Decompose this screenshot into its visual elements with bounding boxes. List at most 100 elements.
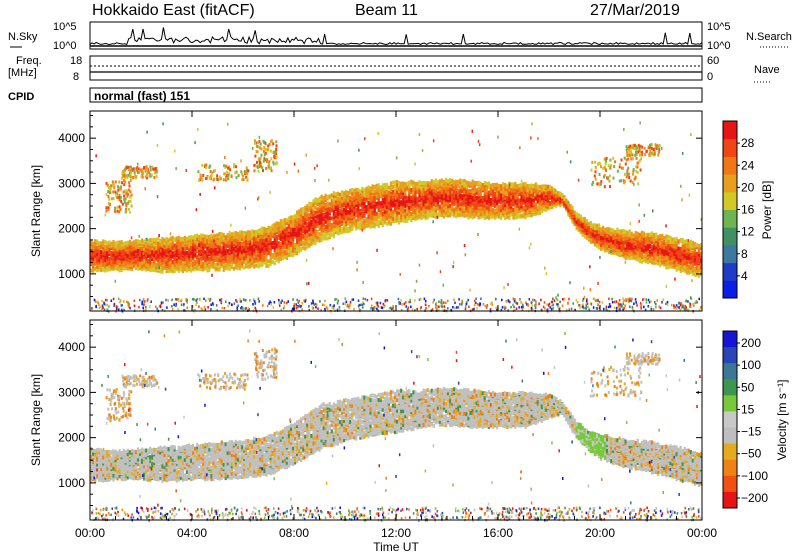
power-echo-cell xyxy=(173,250,176,255)
power-echo-cell xyxy=(361,225,364,230)
power-echo-cell xyxy=(130,265,133,270)
power-echo-cell xyxy=(345,190,348,195)
power-echo-cell xyxy=(467,209,470,214)
power-echo-cell xyxy=(649,244,652,249)
power-echo-cell xyxy=(540,193,543,198)
power-echo-cell xyxy=(347,221,350,226)
power-echo-cell xyxy=(169,268,172,273)
power-echo-cell xyxy=(312,202,315,207)
power-echo-cell xyxy=(400,212,403,217)
power-echo-cell xyxy=(94,239,97,244)
power-echo-cell xyxy=(359,199,362,204)
power-echo-cell xyxy=(326,231,329,236)
power-echo-cell xyxy=(355,203,358,208)
power-echo-cell xyxy=(646,246,650,251)
power-echo-cell xyxy=(310,212,313,217)
power-echo-cell xyxy=(389,192,393,196)
power-echo-cell xyxy=(649,259,652,264)
power-echo-cell xyxy=(196,241,199,246)
power-echo-cell xyxy=(318,238,321,243)
power-echo-cell xyxy=(302,222,305,227)
power-echo-cell xyxy=(565,199,568,204)
power-echo-cell xyxy=(343,207,346,212)
power-echo-cell xyxy=(514,199,517,204)
power-echo-cell xyxy=(167,246,170,251)
power-echo-cell xyxy=(287,233,291,238)
power-echo-cell xyxy=(506,204,509,209)
power-echo-cell xyxy=(165,251,168,256)
power-echo-cell xyxy=(281,237,284,242)
power-echo-cell xyxy=(410,212,413,216)
power-echo-cell xyxy=(351,192,354,197)
power-scatter-cell xyxy=(123,183,126,187)
power-echo-cell xyxy=(98,241,101,246)
power-echo-cell xyxy=(396,195,399,200)
power-echo-cell xyxy=(279,241,282,246)
power-echo-cell xyxy=(428,193,431,198)
power-echo-cell xyxy=(357,224,360,229)
power-echo-cell xyxy=(679,249,682,254)
power-echo-cell xyxy=(453,189,456,194)
power-echo-cell xyxy=(394,189,397,194)
power-echo-cell xyxy=(520,213,523,218)
power-echo-cell xyxy=(646,238,650,243)
power-echo-cell xyxy=(279,234,282,239)
power-echo-cell xyxy=(453,194,456,199)
power-echo-cell xyxy=(318,218,321,223)
power-echo-cell xyxy=(653,244,656,249)
power-echo-cell xyxy=(298,243,301,248)
power-echo-cell xyxy=(363,188,366,193)
power-echo-cell xyxy=(398,210,401,215)
power-echo-cell xyxy=(396,212,399,217)
power-echo-cell xyxy=(108,240,111,245)
power-echo-cell xyxy=(481,182,484,187)
power-echo-cell xyxy=(575,212,578,217)
power-echo-cell xyxy=(400,187,403,192)
power-scatter-cell xyxy=(111,180,114,184)
power-echo-cell xyxy=(553,188,556,192)
power-echo-cell xyxy=(375,217,378,222)
power-echo-cell xyxy=(426,212,429,217)
power-echo-cell xyxy=(332,200,335,205)
power-echo-cell xyxy=(340,195,344,200)
power-echo-cell xyxy=(593,223,597,228)
power-echo-cell xyxy=(365,196,368,201)
power-echo-cell xyxy=(498,184,501,188)
power-echo-cell xyxy=(232,259,235,264)
power-echo-cell xyxy=(538,206,541,211)
power-echo-cell xyxy=(653,256,656,261)
power-echo-cell xyxy=(296,242,299,247)
power-echo-cell xyxy=(251,250,254,255)
power-echo-cell xyxy=(530,200,533,205)
power-echo-cell xyxy=(273,225,276,230)
power-echo-cell xyxy=(336,200,339,205)
power-echo-cell xyxy=(518,187,521,192)
power-echo-cell xyxy=(544,201,548,206)
power-echo-cell xyxy=(365,217,368,221)
power-echo-cell xyxy=(134,239,138,244)
power-echo-cell xyxy=(434,196,437,201)
power-echo-cell xyxy=(361,192,364,197)
power-echo-cell xyxy=(124,241,127,245)
power-echo-cell xyxy=(685,245,688,250)
power-echo-cell xyxy=(283,245,286,250)
power-echo-cell xyxy=(104,258,107,262)
power-echo-cell xyxy=(261,238,264,243)
power-echo-cell xyxy=(345,215,348,220)
power-echo-cell xyxy=(383,206,386,211)
power-echo-cell xyxy=(408,195,411,200)
power-echo-cell xyxy=(179,265,182,269)
power-echo-cell xyxy=(212,236,215,241)
power-echo-cell xyxy=(447,213,450,218)
power-echo-cell xyxy=(691,271,694,276)
power-echo-cell xyxy=(355,208,358,212)
power-echo-cell xyxy=(106,245,109,250)
power-echo-cell xyxy=(185,250,189,255)
power-echo-cell xyxy=(383,200,386,205)
power-echo-cell xyxy=(477,192,480,197)
power-echo-cell xyxy=(447,207,450,212)
power-echo-cell xyxy=(361,223,364,227)
power-echo-cell xyxy=(389,183,393,188)
power-echo-cell xyxy=(220,237,223,242)
power-echo-cell xyxy=(110,241,113,246)
